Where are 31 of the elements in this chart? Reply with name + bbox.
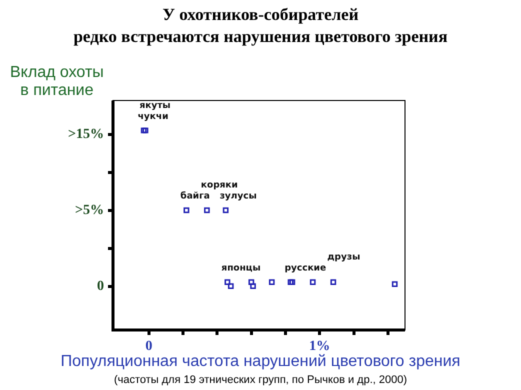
point <box>222 207 229 214</box>
point <box>248 279 254 285</box>
point <box>310 279 316 285</box>
chart-title: У охотников-собирателей редко встречаются нарушения цветового зрения <box>72 4 449 48</box>
annotation: якуты <box>139 100 171 111</box>
annotation: зулусы <box>220 192 257 202</box>
y-axis-title: Вклад охоты в питание <box>10 64 104 100</box>
text: 0 <box>97 279 104 295</box>
point <box>289 279 296 285</box>
annotation: байга <box>180 190 210 202</box>
point <box>330 279 336 285</box>
x-tick-label: 1% <box>309 339 330 354</box>
point <box>250 283 256 289</box>
point <box>392 281 398 287</box>
point <box>204 207 210 214</box>
annotation: японцы <box>221 263 261 274</box>
x-axis-title: Популяционная частота нарушений цветового зрения <box>60 353 462 371</box>
annotation: русские <box>284 263 326 274</box>
annotation: чукчи <box>138 112 168 122</box>
point <box>140 128 147 134</box>
point <box>288 279 294 285</box>
point <box>268 279 275 285</box>
point <box>142 128 148 134</box>
annotation: коряки <box>200 180 238 191</box>
point <box>184 207 190 214</box>
text: (частоты для 19 этнических групп, по Рычков и др., 2000) <box>112 374 408 386</box>
point <box>228 283 234 289</box>
text: >5% <box>75 203 104 219</box>
annotation: друзы <box>327 252 360 262</box>
point <box>224 279 230 285</box>
text: >15% <box>68 127 104 143</box>
